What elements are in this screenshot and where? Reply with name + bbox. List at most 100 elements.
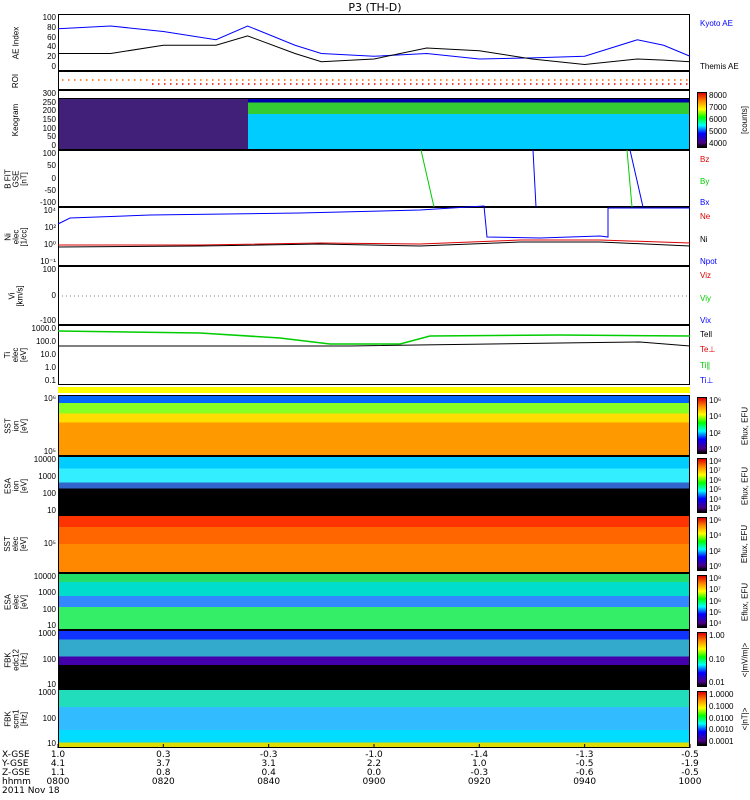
colorbar-keogram [697, 92, 707, 148]
axis-value-z: -0.6 [575, 768, 594, 778]
y-tick-label: 100 [42, 13, 56, 22]
axis-value-y: -0.5 [575, 759, 594, 769]
bfit-by-line [420, 149, 435, 208]
y-tick-label: 0.1 [44, 376, 56, 385]
te-line [58, 341, 691, 347]
colorbar-tick: 10⁴ [709, 494, 722, 504]
panel-fbk2 [58, 689, 690, 748]
y-tick-label: 10⁰ [43, 240, 56, 249]
colorbar-tick: 10⁵ [709, 607, 722, 617]
panel-esa_e [58, 573, 690, 630]
y-tick-label: 100 [42, 265, 56, 274]
panel-ae [58, 14, 690, 71]
y-tick-label: 1000 [38, 472, 56, 481]
ni-npot-line [57, 205, 690, 239]
colorbar-tick: 10⁰ [709, 445, 722, 454]
ae-line-themis-ae [58, 35, 691, 66]
axis-row-label: Y-GSE [2, 759, 29, 769]
legend-vix: Vix [700, 316, 711, 325]
y-tick-label: 100 [42, 654, 56, 664]
colorbar-tick: 4000 [709, 139, 727, 148]
y-tick-label: -100 [39, 198, 56, 207]
y-tick-label: 1.0 [44, 363, 56, 372]
y-tick-label: 10⁴ [43, 206, 56, 215]
colorbar-fbk2 [697, 691, 707, 746]
colorbar-tick: 0.1000 [709, 701, 734, 711]
panel-ni [58, 207, 690, 266]
colorbar-tick: 7000 [709, 103, 727, 112]
y-tick-label: 100 [42, 123, 56, 133]
axis-value-y: -1.9 [681, 759, 699, 769]
colorbar-tick: 0.01 [709, 678, 725, 687]
axis-value-x: -0.3 [259, 750, 278, 760]
legend-bx: Bx [700, 198, 710, 207]
y-tick-label: 300 [42, 89, 56, 98]
colorbar-tick: 10⁸ [709, 457, 722, 466]
panel-sst_i [58, 395, 690, 456]
axis-value-x: -1.3 [575, 750, 594, 760]
axis-value-x: 1.0 [50, 750, 66, 760]
axis-value-t: 0940 [573, 777, 597, 787]
panel-roi [58, 71, 690, 90]
colorbar-esa_e [697, 575, 707, 628]
axis-row-label: X-GSE [2, 750, 30, 760]
ae-line-kyoto-ae [57, 25, 691, 60]
axis-value-z: -0.5 [681, 768, 699, 778]
y-tick-label: 10000 [33, 572, 56, 581]
axis-value-y: 4.1 [50, 759, 66, 769]
legend-npot: Npot [700, 257, 717, 266]
colorbar-tick: 10⁵ [709, 485, 722, 495]
axis-value-x: 0.3 [156, 750, 171, 760]
plot-title: P3 (TH-D) [348, 1, 402, 14]
y-tick-label: 20 [47, 52, 56, 62]
date-label: 2011 Nov 18 [2, 786, 60, 796]
y-tick-label: 1000 [38, 688, 56, 697]
colorbar-tick: 10⁰ [709, 562, 722, 571]
axis-value-x: -0.5 [681, 750, 699, 760]
y-tick-label: 10000 [33, 455, 56, 464]
y-tick-label: 0 [51, 141, 56, 150]
legend-bz: Bz [700, 155, 710, 164]
y-tick-label: 100.0 [35, 337, 56, 346]
panel-bfit [58, 150, 690, 207]
axis-value-y: 2.2 [366, 759, 382, 769]
ion-mode-bar [58, 387, 690, 393]
axis-value-z: 1.1 [50, 768, 66, 778]
y-tick-label: 100 [42, 713, 56, 723]
axis-value-t: 0800 [46, 777, 70, 787]
colorbar-tick: 5000 [709, 127, 727, 136]
y-tick-label: 1000 [38, 588, 56, 598]
panel-vi [58, 266, 690, 325]
y-tick-label: 100 [42, 604, 56, 614]
y-tick-label: 1000 [38, 629, 56, 638]
colorbar-tick: 0.0010 [709, 725, 734, 735]
y-tick-label: 10 [47, 506, 56, 515]
axis-value-z: -0.3 [470, 768, 489, 778]
axis-value-y: 3.7 [156, 759, 171, 769]
colorbar-fbk1 [697, 632, 707, 687]
legend-kyoto-ae: Kyoto AE [700, 19, 733, 28]
axis-value-x: -1.0 [365, 750, 383, 760]
panel-fbk1 [58, 630, 690, 689]
panel-keogram [58, 90, 690, 150]
legend-ti-: Ti⊥ [700, 376, 714, 385]
colorbar-tick: 8000 [709, 91, 727, 100]
colorbar-tick: 0.10 [709, 654, 725, 664]
colorbar-tick: 10⁶ [709, 396, 722, 405]
legend-ne: Ne [700, 212, 711, 221]
axis-value-t: 0920 [467, 777, 491, 787]
legend-by: By [700, 176, 710, 186]
axis-value-y: 1.0 [472, 759, 487, 769]
y-tick-label: 10⁵ [43, 447, 56, 456]
y-tick-label: 0 [51, 173, 56, 183]
y-tick-label: 10 [47, 739, 56, 748]
y-tick-label: -50 [44, 185, 56, 195]
colorbar-tick: 10⁴ [709, 531, 722, 541]
y-tick-label: 150 [42, 115, 56, 124]
colorbar-esa_i [697, 458, 707, 513]
colorbar-tick: 0.0001 [709, 737, 734, 746]
colorbar-tick: 1.0000 [709, 690, 734, 699]
y-tick-label: 100 [42, 489, 56, 498]
axis-value-t: 1000 [678, 777, 702, 787]
